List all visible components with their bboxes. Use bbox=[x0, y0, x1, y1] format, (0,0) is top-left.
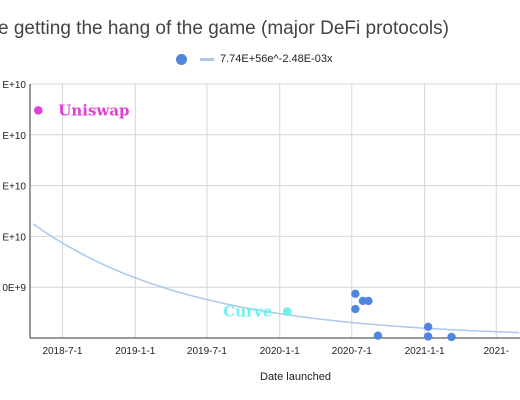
legend-trendline-label: 7.74E+56e^-2.48E-03x bbox=[220, 53, 333, 65]
y-tick-label: E+10 bbox=[2, 232, 26, 243]
legend: 7.74E+56e^-2.48E-03x bbox=[176, 50, 333, 68]
y-tick-label: E+10 bbox=[2, 182, 26, 193]
y-tick-label: 0E+9 bbox=[2, 283, 26, 294]
x-tick-label: 2018-7-1 bbox=[42, 346, 82, 357]
trendline-layer bbox=[32, 223, 520, 334]
data-point bbox=[373, 331, 383, 340]
x-tick-label: 2019-7-1 bbox=[187, 346, 227, 357]
x-tick-label: 2020-1-1 bbox=[260, 346, 300, 357]
data-point bbox=[351, 289, 360, 299]
trendline bbox=[32, 223, 520, 334]
data-point bbox=[447, 332, 456, 342]
x-tick-label: 2019-1-1 bbox=[115, 346, 155, 357]
annotation-label: Curve bbox=[223, 303, 272, 321]
data-point bbox=[351, 304, 360, 314]
data-point bbox=[423, 332, 433, 341]
annotation-marker bbox=[34, 106, 43, 115]
data-point bbox=[364, 296, 373, 306]
grid-layer bbox=[30, 83, 520, 338]
legend-trendline-swatch bbox=[200, 57, 214, 61]
axis-layer: 0E+9 E+10 E+10 E+10 E+10 2018-7-1 2019-1-1 2019… bbox=[2, 80, 520, 357]
data-point bbox=[423, 322, 433, 332]
annotation-label: Uniswap bbox=[58, 101, 129, 119]
x-tick-label: 2021- bbox=[483, 346, 509, 357]
chart-title: e getting the hang of the game (major De… bbox=[0, 18, 449, 39]
legend-point-marker bbox=[176, 53, 187, 65]
x-axis-label: Date launched bbox=[260, 371, 331, 383]
x-tick-label: 2021-1-1 bbox=[405, 346, 445, 357]
x-tick-label: 2020-7-1 bbox=[332, 346, 372, 357]
annotation-marker bbox=[283, 307, 292, 316]
annotations-layer: Uniswap Curve bbox=[34, 101, 292, 321]
y-tick-label: E+10 bbox=[2, 131, 26, 142]
y-tick-label: E+10 bbox=[2, 80, 26, 91]
